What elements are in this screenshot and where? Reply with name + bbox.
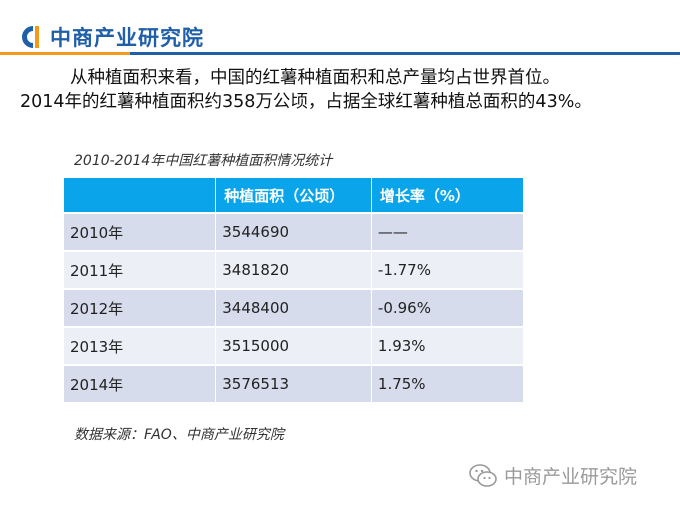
cell-area: 3544690 [215, 212, 372, 251]
header: 中商产业研究院 [0, 0, 680, 56]
cell-growth: 1.93% [371, 326, 525, 365]
watermark: 中商产业研究院 [468, 462, 637, 489]
intro-paragraph: 从种植面积来看，中国的红薯种植面积和总产量均占世界首位。 2014年的红薯种植面… [20, 66, 660, 114]
header-cell-area: 种植面积（公顷） [215, 178, 372, 213]
table-row: 2013年 3515000 1.93% [64, 326, 525, 365]
header-divider [0, 52, 680, 55]
logo: 中商产业研究院 [20, 22, 204, 52]
header-cell-year [64, 178, 217, 213]
cell-growth: -0.96% [371, 288, 525, 327]
cell-growth: 1.75% [371, 364, 525, 402]
cell-growth: -1.77% [371, 250, 525, 289]
intro-line-1: 从种植面积来看，中国的红薯种植面积和总产量均占世界首位。 [70, 68, 560, 88]
table-row: 2014年 3576513 1.75% [64, 364, 525, 402]
cell-area: 3576513 [215, 364, 372, 402]
table-title: 2010-2014年中国红薯种植面积情况统计 [74, 153, 333, 169]
cell-year: 2011年 [64, 250, 217, 289]
cell-area: 3515000 [215, 326, 372, 365]
cell-area: 3481820 [215, 250, 372, 289]
company-logo-icon [22, 26, 39, 48]
intro-line-2: 2014年的红薯种植面积约358万公顷，占据全球红薯种植总面积的43%。 [20, 92, 592, 112]
data-table: 种植面积（公顷） 增长率（%） 2010年 3544690 —— 2011年 3… [64, 178, 525, 402]
logo-text: 中商产业研究院 [50, 26, 204, 50]
cell-year: 2010年 [64, 212, 217, 251]
data-source-note: 数据来源：FAO、中商产业研究院 [74, 427, 284, 443]
watermark-text: 中商产业研究院 [504, 466, 638, 488]
table-header-row: 种植面积（公顷） 增长率（%） [64, 178, 525, 213]
cell-area: 3448400 [215, 288, 372, 327]
cell-year: 2013年 [64, 326, 217, 365]
table-row: 2012年 3448400 -0.96% [64, 288, 525, 327]
cell-year: 2014年 [64, 364, 217, 402]
table-row: 2011年 3481820 -1.77% [64, 250, 525, 289]
cell-growth: —— [371, 212, 525, 251]
cell-year: 2012年 [64, 288, 217, 327]
wechat-icon [469, 463, 497, 487]
header-cell-growth: 增长率（%） [371, 178, 525, 213]
header-divider-accent [0, 52, 130, 55]
table-row: 2010年 3544690 —— [64, 212, 525, 251]
